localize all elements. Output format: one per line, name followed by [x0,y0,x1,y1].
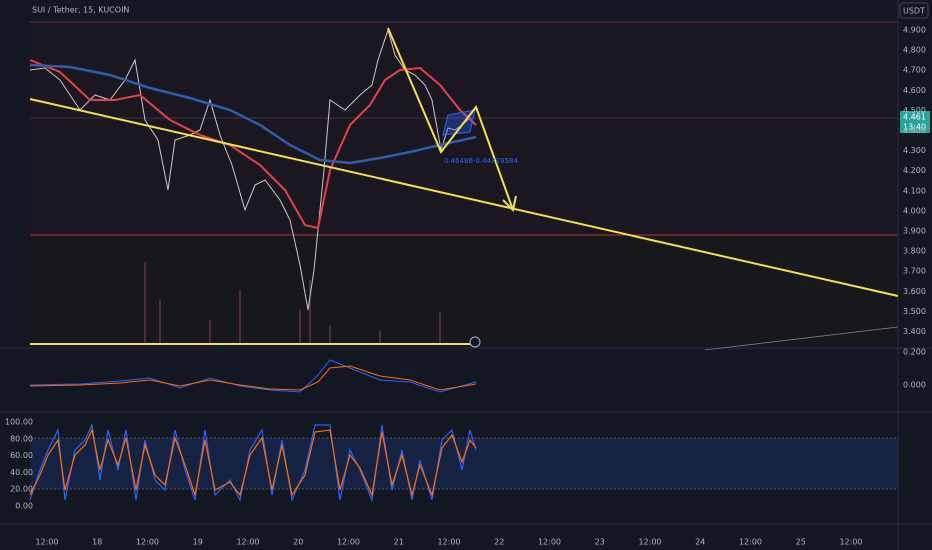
projection-arrow [387,27,514,211]
price-label: 4.300 [903,146,926,155]
time-label: 12:00 [839,538,862,547]
time-label: 19 [193,538,203,547]
current-price: 4.461 [903,113,926,122]
time-label: 12:00 [538,538,561,547]
symbol-title: SUI / Tether, 15, KUCOIN [32,6,129,15]
axes: 4.900 4.800 4.700 4.600 4.500 4.400 4.300 4.200… [5,26,926,547]
range-zone [30,22,898,235]
pattern-annotation: 0.46486-0.44329584 [444,157,518,165]
time-label: 23 [595,538,605,547]
time-label: 24 [695,538,705,547]
time-label: 12:00 [739,538,762,547]
price-label: 4.200 [903,166,926,175]
replay-icon[interactable] [469,336,481,348]
time-label: 21 [394,538,404,547]
time-label: 12:00 [236,538,259,547]
price-label: 3.800 [903,247,926,256]
arrow-head [502,195,517,213]
stoch-label: 100.00 [5,418,33,427]
trend-line [29,98,899,297]
ray-line [704,326,899,351]
time-label: 18 [92,538,102,547]
signal-line [29,365,477,391]
stoch-label: 80.00 [10,434,33,443]
price-label: 4.100 [903,186,926,195]
countdown: 13:40 [903,123,926,132]
price-label: 3.600 [903,287,926,296]
time-label: 12:00 [35,538,58,547]
time-label: 20 [293,538,303,547]
slow-ma [29,63,477,165]
macd-label: 0.000 [903,381,926,390]
time-label: 12:00 [437,538,460,547]
stoch-label: 0.00 [15,502,33,511]
range-zone [30,235,898,345]
stoch-label: 20.00 [10,485,33,494]
price-path [29,28,477,311]
time-label: 12:00 [136,538,159,547]
price-label: 3.900 [903,227,926,236]
macd-line [29,359,477,393]
macd-label: 0.200 [903,348,926,357]
price-label: 4.600 [903,86,926,95]
price-label: 4.800 [903,46,926,55]
stoch-label: 60.00 [10,451,33,460]
stoch-label: 40.00 [10,468,33,477]
price-label: 4.900 [903,26,926,35]
price-label: 4.500 [903,106,926,115]
price-label: 3.400 [903,327,926,336]
currency-label: USDT [903,7,925,16]
time-label: 12:00 [337,538,360,547]
time-label: 22 [494,538,504,547]
currency-button[interactable] [899,2,929,19]
time-label: 12:00 [638,538,661,547]
price-label: 4.400 [903,126,926,135]
price-badge [900,111,930,133]
fast-ma [29,59,477,230]
stoch-d [29,428,477,498]
time-label: 25 [796,538,806,547]
price-label: 4.700 [903,66,926,75]
volume-bars [144,262,441,345]
price-label: 3.700 [903,267,926,276]
price-label: 3.500 [903,307,926,316]
price-label: 4.000 [903,206,926,215]
stoch-band [30,438,898,489]
pattern-channel [442,109,476,136]
